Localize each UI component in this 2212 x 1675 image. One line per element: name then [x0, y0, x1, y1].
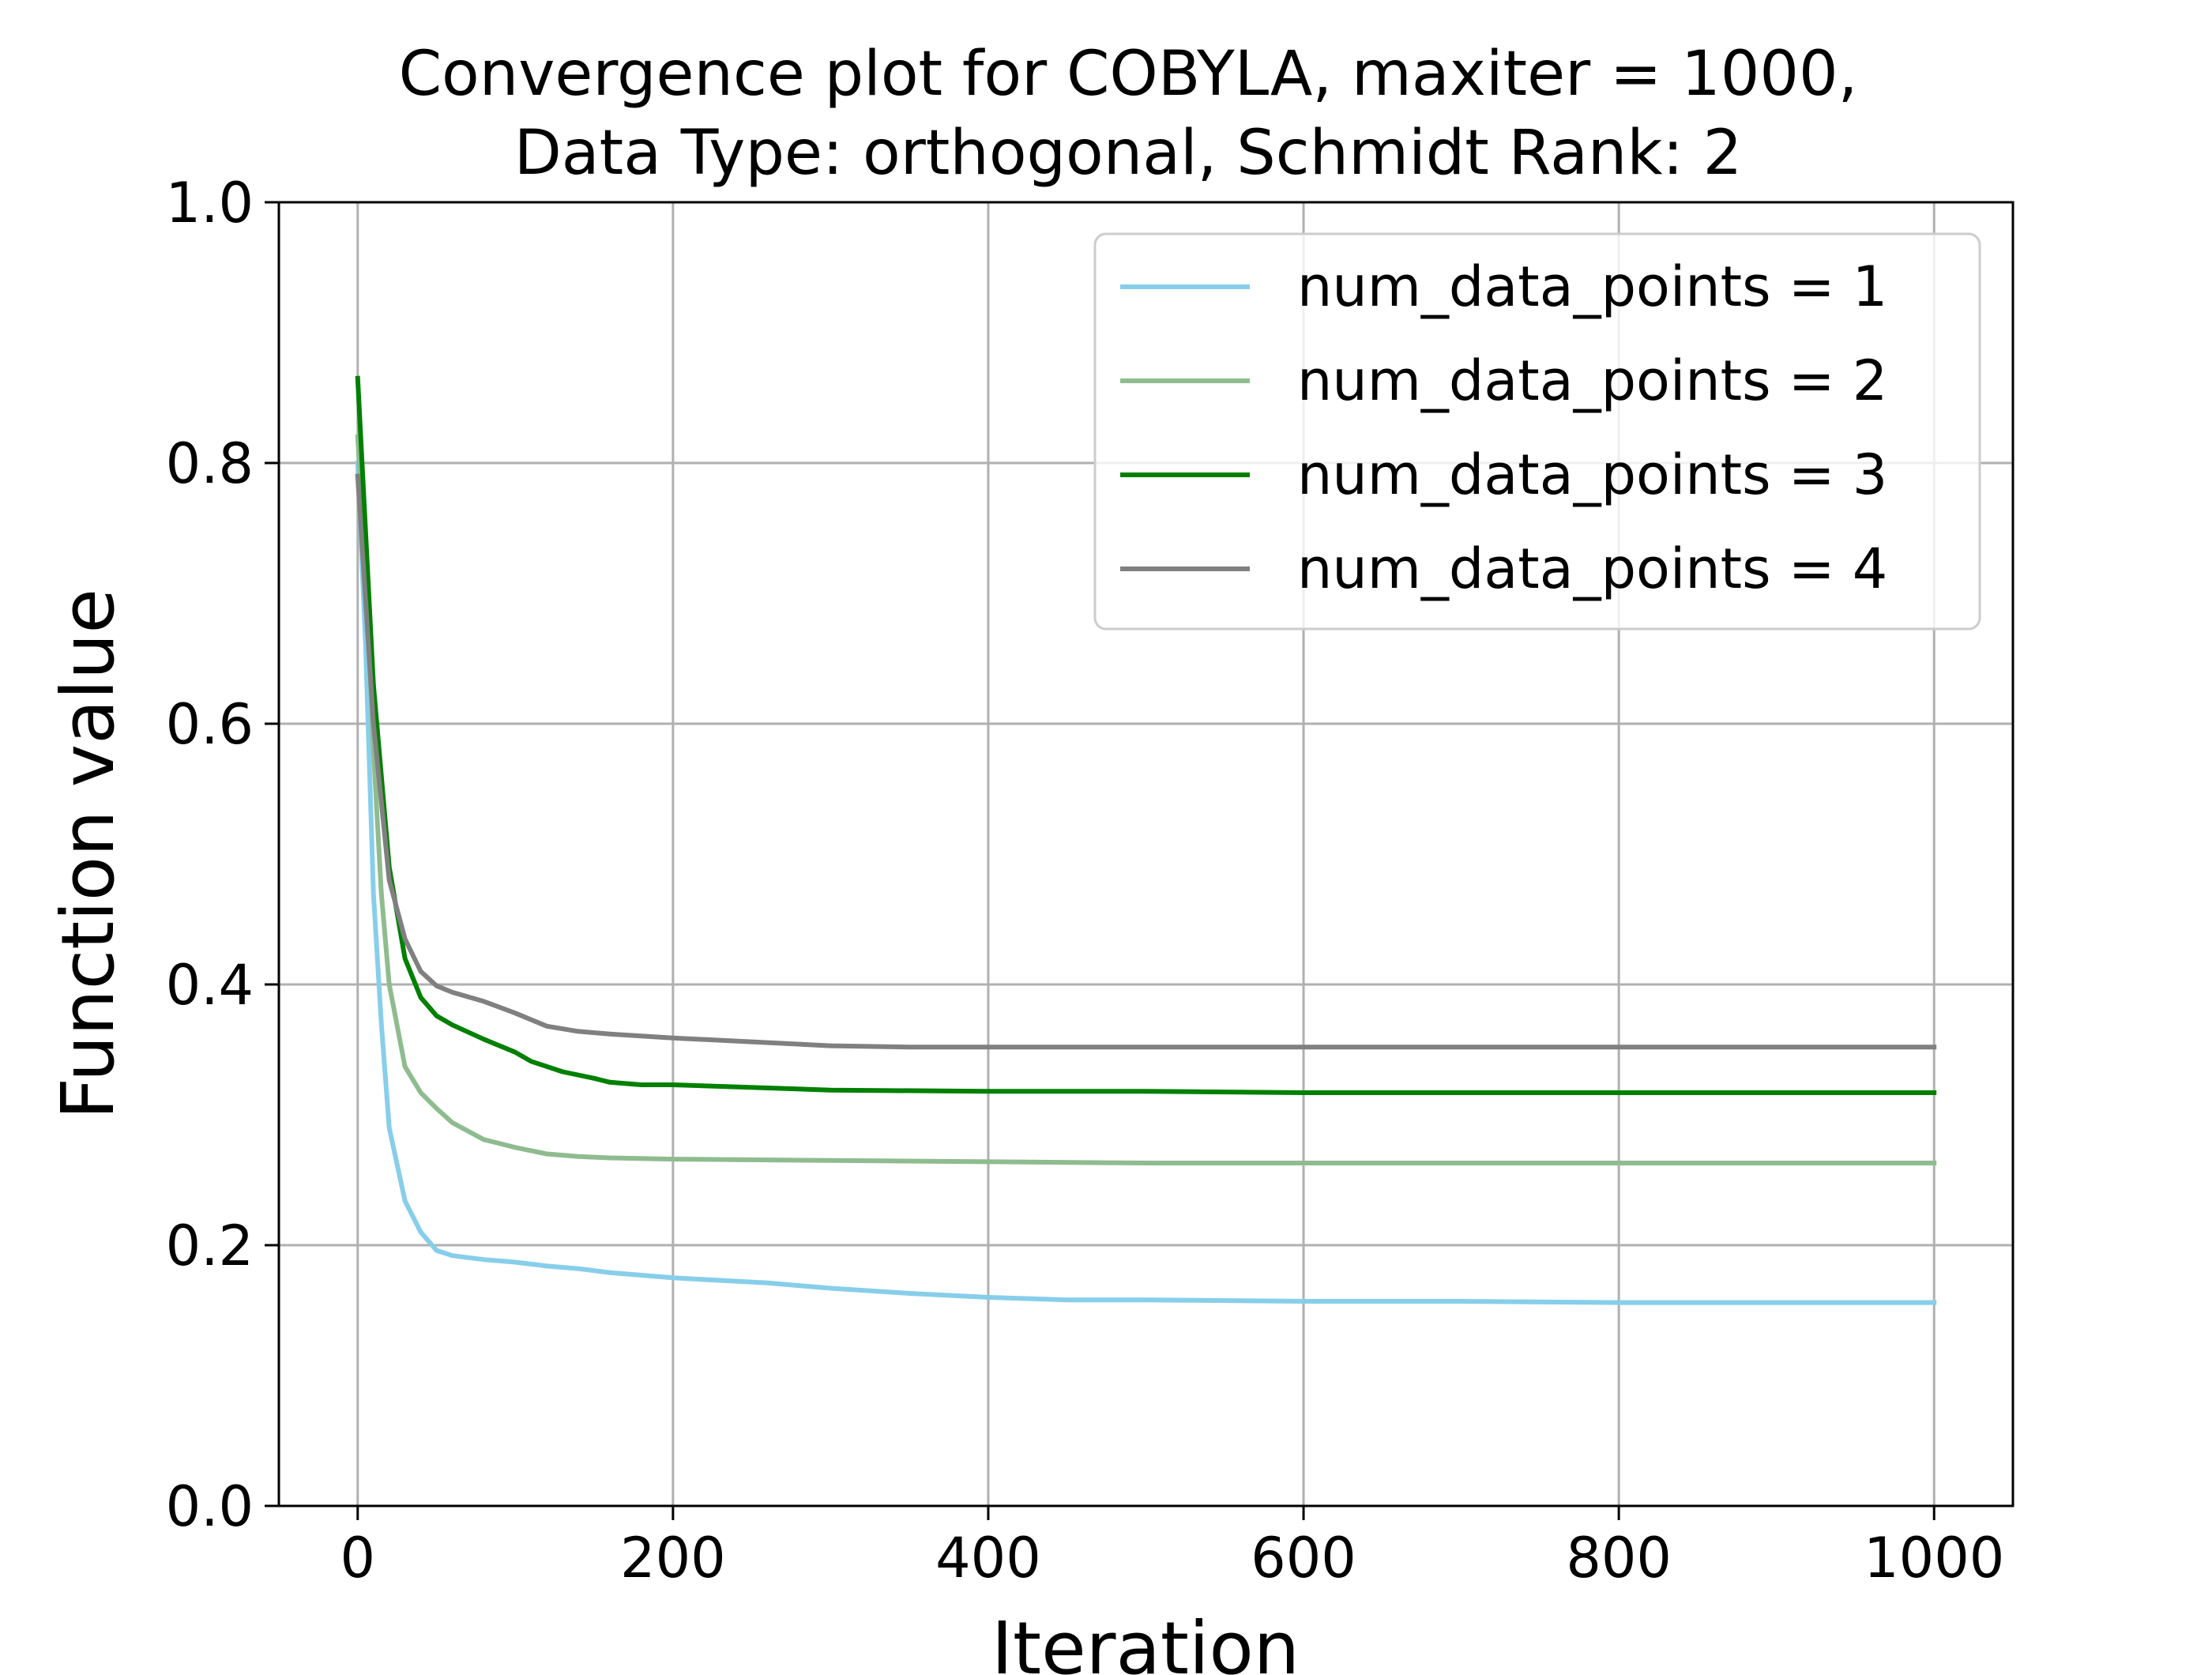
y-tick-label: 1.0 — [166, 171, 254, 235]
x-tick-label: 400 — [935, 1526, 1041, 1590]
x-tick-label: 0 — [340, 1526, 375, 1590]
legend-label-3: num_data_points = 3 — [1297, 442, 1887, 507]
legend-label-4: num_data_points = 4 — [1297, 536, 1887, 601]
x-axis-label: Iteration — [991, 1606, 1300, 1675]
y-tick-label: 0.0 — [166, 1474, 254, 1539]
chart-title-line-2: Data Type: orthogonal, Schmidt Rank: 2 — [514, 118, 1742, 189]
y-tick-label: 0.2 — [166, 1214, 254, 1278]
series-line-1 — [355, 460, 1937, 1305]
legend: num_data_points = 1 num_data_points = 2 nu… — [1093, 232, 1981, 630]
x-tick-label: 1000 — [1864, 1526, 2004, 1590]
series-lines — [355, 375, 1937, 1305]
x-tick-label: 800 — [1566, 1526, 1672, 1590]
x-tick-label: 200 — [620, 1526, 726, 1590]
y-axis-label: Function value — [46, 589, 130, 1120]
series-line-4 — [355, 473, 1937, 1050]
y-tick-label: 0.8 — [166, 431, 254, 496]
series-line-2 — [355, 434, 1937, 1165]
chart-title-line-1: Convergence plot for COBYLA, maxiter = 1… — [399, 39, 1858, 110]
legend-box — [1093, 232, 1981, 630]
x-axis-ticks: 0 200 400 600 800 1000 — [340, 1506, 2004, 1590]
y-tick-label: 0.4 — [166, 953, 254, 1018]
y-tick-label: 0.6 — [166, 692, 254, 757]
series-line-3 — [355, 375, 1937, 1095]
legend-label-2: num_data_points = 2 — [1297, 348, 1887, 413]
legend-label-1: num_data_points = 1 — [1297, 254, 1887, 319]
x-tick-label: 600 — [1251, 1526, 1356, 1590]
y-axis-ticks: 0.0 0.2 0.4 0.6 0.8 1.0 — [166, 171, 279, 1539]
plot-frame — [277, 201, 2014, 1508]
